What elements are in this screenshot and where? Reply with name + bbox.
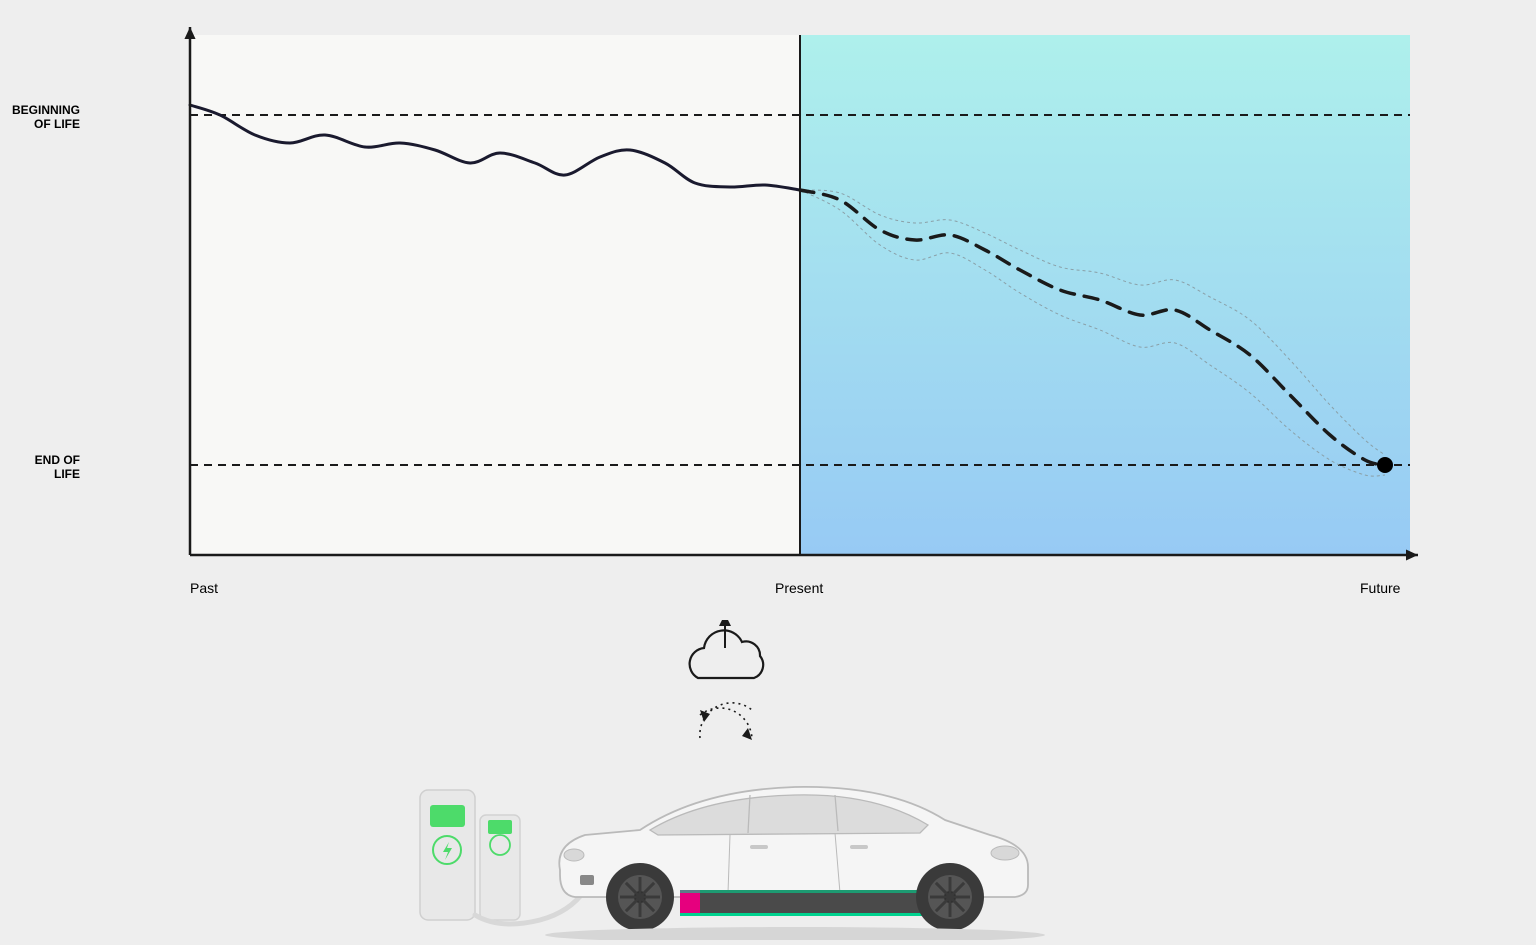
x-label-future: Future [1360, 580, 1400, 596]
x-label-present: Present [775, 580, 823, 596]
x-label-past: Past [190, 580, 218, 596]
degradation-chart [190, 35, 1410, 555]
ev-illustration [400, 620, 1050, 920]
y-label-beginning-of-life: BEGINNING OF LIFE [12, 103, 80, 132]
car-svg [400, 620, 1050, 940]
chart-svg [190, 35, 1420, 565]
y-label-end-of-life: END OF LIFE [35, 453, 80, 482]
